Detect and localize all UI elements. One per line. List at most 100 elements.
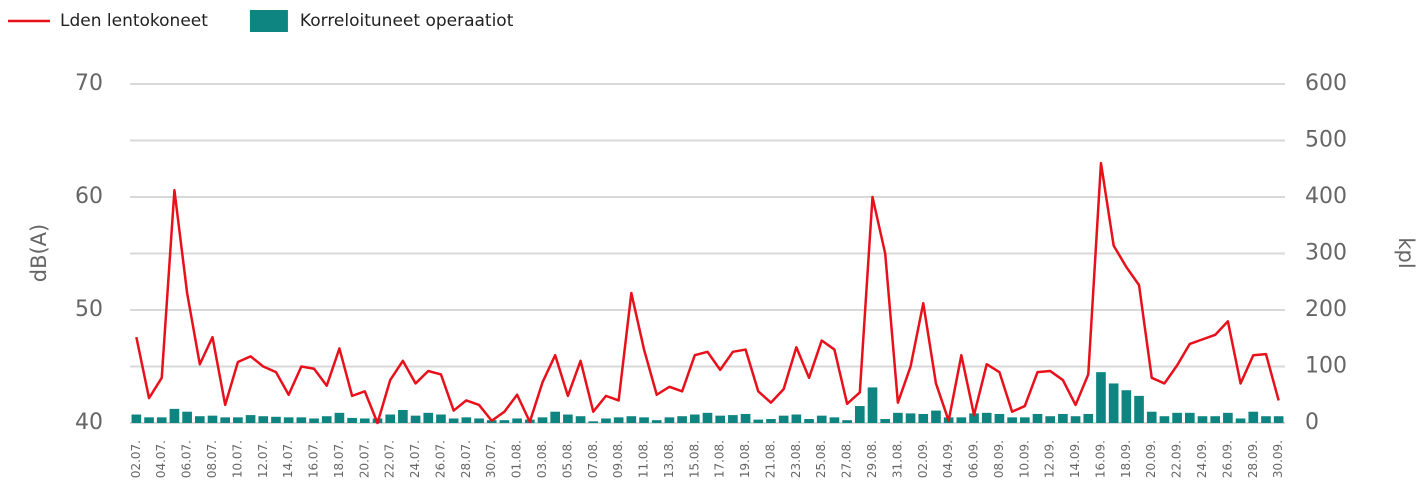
bar: [918, 413, 929, 423]
bar: [436, 414, 446, 423]
x-tick-label: 16.09.: [1093, 440, 1107, 478]
bar: [194, 416, 205, 423]
bar: [816, 415, 827, 423]
bar: [1172, 412, 1182, 423]
y2-tick-label: 200: [1305, 297, 1347, 322]
bar: [969, 413, 979, 423]
x-tick-label: 20.09.: [1144, 440, 1158, 478]
legend-label: Korreloituneet operaatiot: [300, 11, 514, 31]
x-tick-label: 01.08.: [510, 440, 524, 478]
x-tick-label: 18.09.: [1119, 440, 1133, 478]
y2-tick-label: 100: [1305, 354, 1347, 379]
bar: [575, 416, 586, 423]
x-tick-label: 11.08.: [637, 440, 651, 478]
x-tick-label: 21.08.: [763, 440, 777, 478]
bar: [283, 417, 294, 423]
bar: [156, 417, 167, 423]
bar: [842, 420, 852, 423]
bar: [1235, 418, 1246, 423]
x-tick-label: 10.07.: [230, 440, 244, 478]
bar: [728, 415, 738, 423]
line: [135, 161, 1280, 425]
bar: [271, 416, 281, 423]
y2-tick-label: 0: [1305, 410, 1319, 435]
y2-tick-label: 300: [1305, 241, 1347, 266]
bar: [537, 417, 548, 423]
bar: [169, 408, 180, 423]
bar: [931, 410, 941, 423]
x-tick-label: 30.07.: [484, 440, 498, 478]
x-tick-label: 26.07.: [433, 440, 447, 478]
y-tick-label: 40: [75, 410, 103, 435]
x-tick-label: 24.09.: [1195, 440, 1209, 478]
bar: [563, 414, 573, 423]
y2-tick-label: 500: [1305, 128, 1347, 153]
x-tick-label: 24.07.: [408, 440, 422, 478]
x-tick-label: 02.07.: [129, 440, 143, 478]
x-tick-label: 14.09.: [1068, 440, 1082, 478]
x-tick-label: 17.08.: [713, 440, 727, 478]
bar: [905, 413, 916, 423]
x-tick-label: 22.07.: [383, 440, 397, 478]
x-tick-label: 28.07.: [459, 440, 473, 478]
bar: [1134, 395, 1144, 423]
bar: [664, 417, 675, 423]
bar: [474, 418, 484, 423]
bar: [220, 417, 231, 423]
x-tick-label: 08.07.: [205, 440, 219, 478]
bar: [677, 416, 687, 423]
bar: [1210, 416, 1221, 423]
x-tick-label: 31.08.: [890, 440, 904, 478]
bar: [1058, 413, 1068, 423]
bar: [1045, 416, 1056, 423]
bar: [398, 410, 408, 423]
bar: [410, 415, 421, 423]
bar: [626, 416, 637, 423]
bar: [753, 419, 764, 423]
x-tick-label: 30.09.: [1271, 440, 1285, 478]
bar: [766, 419, 776, 423]
legend-swatch: [249, 10, 288, 32]
bar: [588, 421, 599, 423]
bar: [601, 418, 611, 423]
x-tick-label: 19.08.: [738, 440, 752, 478]
bar: [309, 418, 319, 423]
x-tick-label: 10.09.: [1017, 440, 1031, 478]
bar: [233, 417, 243, 423]
bar: [639, 417, 649, 423]
legend-label: Lden lentokoneet: [60, 11, 208, 31]
bar: [359, 418, 370, 423]
bar: [1083, 413, 1094, 423]
y2-axis-label: kpl: [1394, 237, 1418, 268]
x-tick-label: 25.08.: [814, 440, 828, 478]
bar: [1019, 417, 1030, 423]
bar: [791, 414, 802, 423]
bar: [499, 420, 510, 423]
x-tick-label: 02.09.: [916, 440, 930, 478]
y2-tick-label: 400: [1305, 184, 1347, 209]
bar: [1146, 411, 1157, 423]
bar: [334, 412, 345, 423]
x-tick-label: 08.09.: [992, 440, 1006, 478]
bar: [182, 411, 192, 423]
bar: [613, 417, 624, 423]
bar: [245, 415, 256, 423]
bar: [1121, 390, 1132, 423]
x-tick-label: 27.08.: [840, 440, 854, 478]
bar: [956, 417, 967, 423]
y-tick-label: 50: [75, 297, 103, 322]
bar: [321, 416, 332, 423]
x-tick-label: 13.08.: [662, 440, 676, 478]
bar: [740, 413, 751, 423]
bar: [550, 411, 561, 423]
bar: [1248, 411, 1259, 423]
bar: [423, 412, 434, 423]
bar: [131, 414, 142, 423]
x-tick-label: 14.07.: [281, 440, 295, 478]
x-tick-label: 12.09.: [1043, 440, 1057, 478]
bar: [651, 420, 662, 423]
bar: [829, 417, 840, 423]
bar: [1159, 416, 1170, 423]
x-tick-label: 09.08.: [611, 440, 625, 478]
bar: [1032, 413, 1043, 423]
